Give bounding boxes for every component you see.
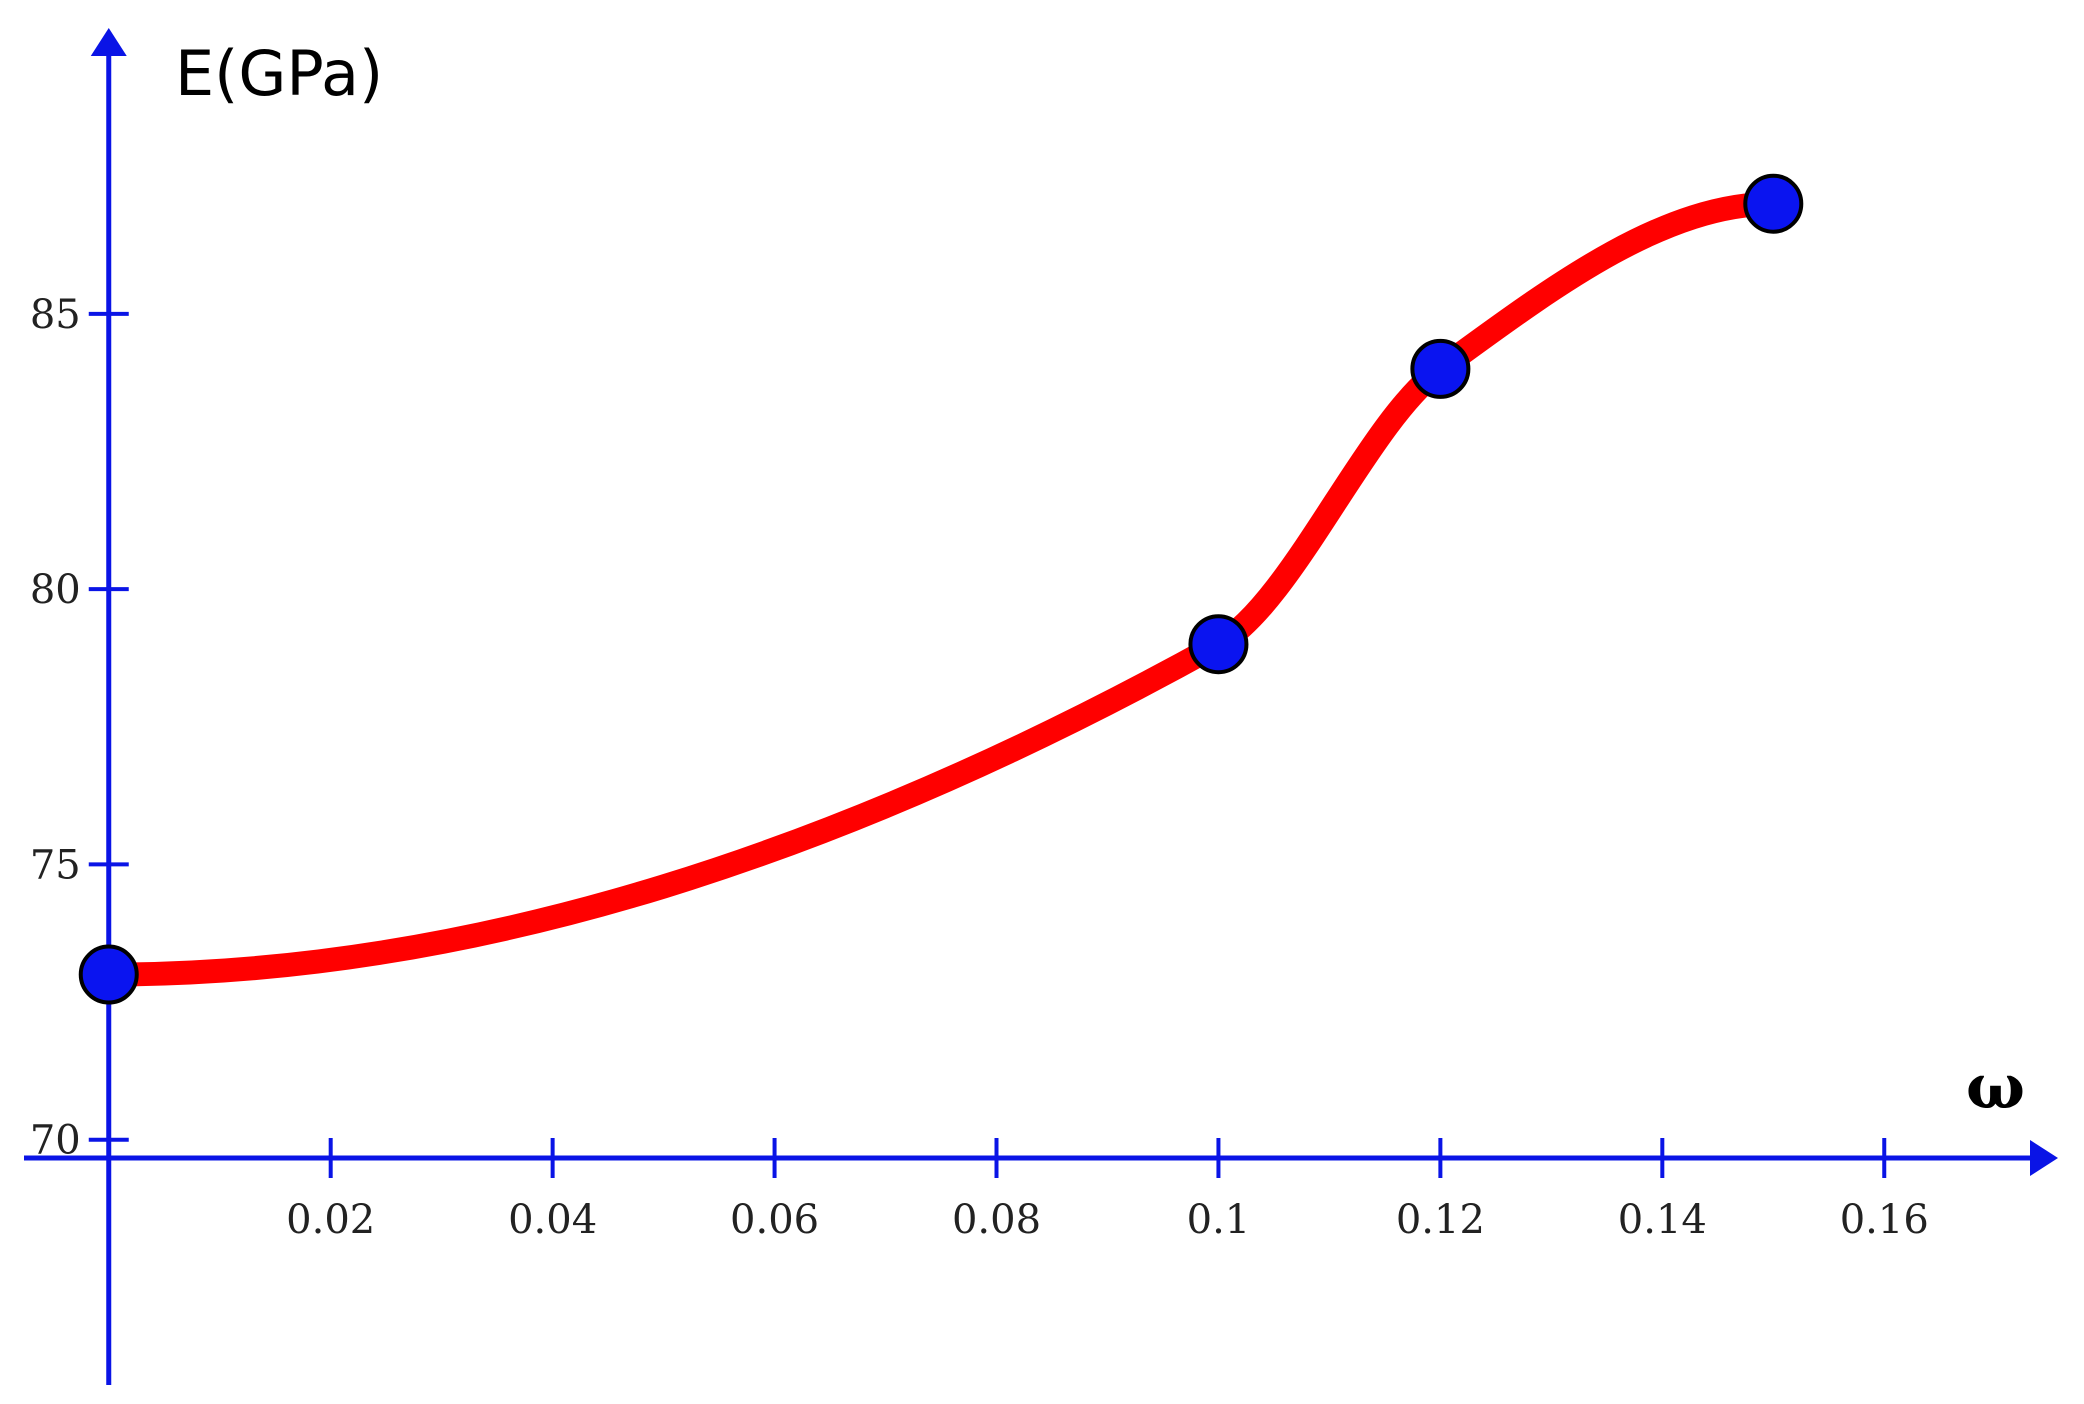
y-axis-label: E(GPa) [175, 37, 383, 110]
data-point [1188, 614, 1249, 675]
x-axis-arrow [2030, 1140, 2058, 1176]
y-tick-label: 80 [30, 567, 81, 613]
x-tick-label: 0.14 [1618, 1197, 1707, 1243]
x-tick-label: 0.08 [952, 1197, 1041, 1243]
data-point [78, 944, 139, 1005]
axes [24, 28, 2058, 1385]
ticks: 0.02 0.04 0.06 0.08 0.1 0.12 0.14 0.16 70 75 80 85 [30, 292, 1929, 1243]
y-tick-label: 70 [30, 1118, 81, 1164]
y-tick-label: 75 [30, 842, 81, 888]
markers [78, 173, 1804, 1005]
data-point [1410, 338, 1471, 399]
curve-layer [96, 191, 1786, 987]
x-tick-label: 0.04 [508, 1197, 597, 1243]
x-tick-label: 0.06 [730, 1197, 819, 1243]
x-tick-label: 0.1 [1187, 1197, 1251, 1243]
x-tick-label: 0.02 [286, 1197, 375, 1243]
x-tick-label: 0.12 [1396, 1197, 1485, 1243]
series-line [96, 191, 1786, 987]
x-axis-label: ω [1966, 1050, 2025, 1123]
data-point [1743, 173, 1804, 234]
y-tick-label: 85 [30, 292, 81, 338]
y-axis-arrow [90, 28, 127, 56]
x-tick-label: 0.16 [1840, 1197, 1929, 1243]
